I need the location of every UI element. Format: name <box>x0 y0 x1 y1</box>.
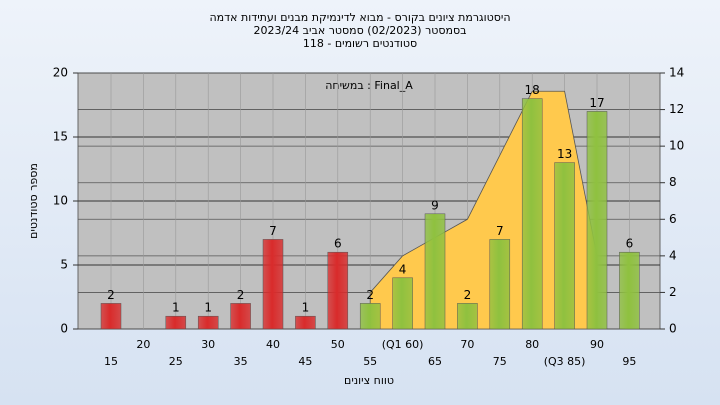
x-tick-label: 40 <box>266 338 280 351</box>
value-label: 2 <box>366 288 374 302</box>
bar <box>165 315 187 330</box>
x-tick-label: 15 <box>104 355 118 368</box>
value-label: 1 <box>172 301 180 315</box>
bar <box>230 303 251 330</box>
y-tick-label: 15 <box>53 130 68 144</box>
bar <box>295 315 316 330</box>
bar <box>521 98 543 330</box>
y2-tick-label: 8 <box>669 175 677 189</box>
value-label: 6 <box>334 237 342 251</box>
y2-tick-label: 14 <box>669 66 684 80</box>
y-tick-label: 20 <box>53 66 68 80</box>
x-tick-label: 80 <box>525 338 539 351</box>
x-tick-label: 20 <box>136 338 150 351</box>
y2-tick-label: 12 <box>669 102 684 116</box>
y2-tick-label: 4 <box>669 248 677 262</box>
value-label: 9 <box>431 198 439 212</box>
x-tick-label: (Q1 60) <box>382 338 424 351</box>
value-label: 17 <box>589 96 604 110</box>
x-tick-label: 25 <box>169 355 183 368</box>
x-tick-label: 35 <box>234 355 248 368</box>
x-tick-label: 65 <box>428 355 442 368</box>
y-tick-label: 5 <box>60 258 68 272</box>
x-tick-label: 90 <box>590 338 604 351</box>
y-tick-label: 10 <box>53 194 68 208</box>
value-label: 2 <box>107 288 115 302</box>
y2-tick-label: 10 <box>669 139 684 153</box>
value-label: 4 <box>399 262 407 276</box>
value-label: 1 <box>204 301 212 315</box>
bar <box>262 239 284 330</box>
y2-tick-label: 6 <box>669 212 677 226</box>
y-tick-label: 0 <box>60 322 68 336</box>
x-tick-label: 70 <box>460 338 474 351</box>
chart-subtitle: סטודנטים רשומים - 118 <box>303 37 417 50</box>
value-label: 2 <box>464 288 472 302</box>
bar <box>489 239 511 330</box>
chart-subtitle: בסמסטר (02/2023) סמסטר אביב 2023/24 <box>253 24 466 37</box>
value-label: 2 <box>237 288 245 302</box>
x-tick-label: 30 <box>201 338 215 351</box>
x-tick-label: 55 <box>363 355 377 368</box>
x-tick-label: 95 <box>622 355 636 368</box>
x-tick-label: 75 <box>493 355 507 368</box>
value-label: 6 <box>626 237 634 251</box>
value-label: 1 <box>302 301 310 315</box>
bar <box>100 303 122 330</box>
bar <box>327 251 349 330</box>
value-label: 7 <box>496 224 504 238</box>
value-label: 13 <box>557 147 572 161</box>
bar <box>359 303 381 330</box>
x-tick-label: 50 <box>331 338 345 351</box>
value-label: 18 <box>525 83 540 97</box>
y2-tick-label: 2 <box>669 285 677 299</box>
y2-tick-label: 0 <box>669 322 677 336</box>
y-axis-label: מספר סטודנטים <box>27 163 40 239</box>
bar <box>197 315 219 330</box>
bar <box>392 277 413 330</box>
x-tick-label: 45 <box>298 355 312 368</box>
annotation: במשיחה : Final_A <box>325 79 413 92</box>
chart-title: היסטוגרמת ציונים בקורס - מבוא לדינמיקת מ… <box>209 11 510 24</box>
bar <box>457 303 478 330</box>
x-tick-label: (Q3 85) <box>544 355 586 368</box>
bar <box>554 162 575 330</box>
bar <box>424 213 446 330</box>
bar <box>619 251 640 330</box>
bar <box>586 111 608 330</box>
value-label: 7 <box>269 224 277 238</box>
x-axis-label: טווח ציונים <box>344 374 394 387</box>
